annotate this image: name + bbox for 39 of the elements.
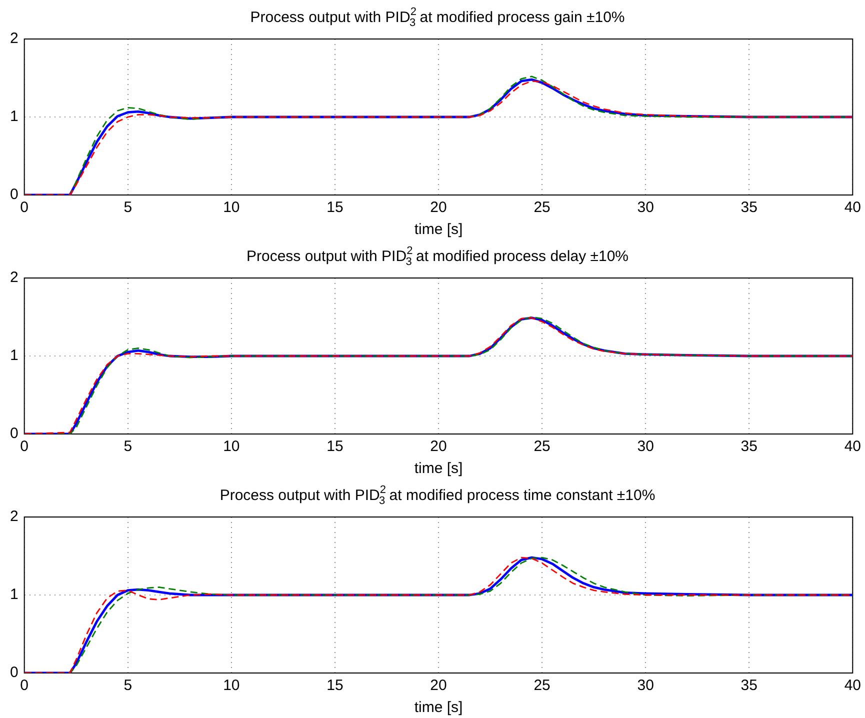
x-tick-label: 40 [844, 677, 861, 694]
x-tick-label: 40 [844, 438, 861, 456]
x-tick-label: 10 [223, 438, 240, 456]
y-tick-label: 0 [10, 664, 18, 682]
chart-title: Process output with PID$^{2}$$_{3}$ at modified process time constant ±10% [218, 483, 656, 507]
x-tick-label: 35 [740, 199, 758, 216]
x-tick-label: 5 [124, 199, 132, 216]
x-tick-label: 10 [223, 199, 240, 216]
x-tick-label: 25 [534, 438, 550, 456]
x-tick-label: 40 [844, 199, 861, 216]
x-tick-label: 15 [326, 438, 344, 456]
y-tick-label: 2 [10, 30, 18, 48]
x-tick-label: 25 [534, 677, 550, 694]
x-tick-label: 15 [326, 199, 344, 216]
x-tick-label: 35 [740, 438, 758, 456]
x-tick-label: 20 [430, 199, 447, 216]
x-tick-label: 30 [637, 199, 654, 216]
y-tick-label: 0 [10, 186, 18, 204]
x-tick-label: 15 [326, 677, 344, 694]
x-tick-label: 25 [534, 199, 550, 216]
x-axis-title: time [s] [414, 221, 463, 238]
x-tick-label: 30 [637, 677, 654, 694]
y-tick-label: 2 [10, 269, 18, 286]
x-tick-label: 20 [430, 438, 447, 456]
x-tick-label: 20 [430, 677, 447, 694]
x-tick-label: 5 [124, 438, 132, 456]
chart-title: Process output with PID$^{2}$$_{3}$ at modified process gain ±10% [249, 5, 626, 29]
y-tick-label: 1 [10, 586, 18, 604]
chart-title: Process output with PID$^{2}$$_{3}$ at modified process delay ±10% [245, 244, 630, 268]
y-tick-label: 2 [10, 508, 18, 526]
x-axis-title: time [s] [414, 460, 463, 478]
x-axis-title: time [s] [414, 699, 463, 716]
x-tick-label: 35 [740, 677, 758, 694]
y-tick-label: 0 [10, 425, 18, 442]
y-tick-label: 1 [10, 108, 18, 126]
y-tick-label: 1 [10, 347, 18, 364]
x-tick-label: 30 [637, 438, 654, 456]
x-tick-label: 10 [223, 677, 240, 694]
x-tick-label: 5 [124, 677, 132, 694]
